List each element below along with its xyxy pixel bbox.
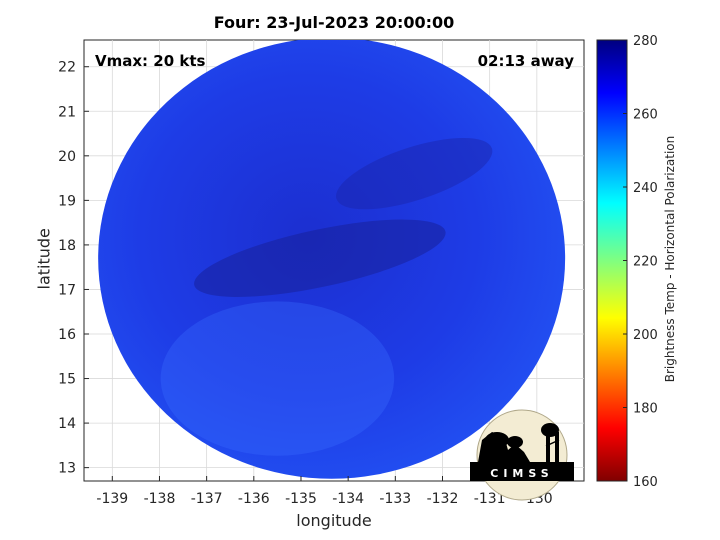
- dark-cloud-band: [194, 219, 446, 297]
- x-tick-label: -138: [144, 491, 176, 507]
- y-tick-label: 15: [58, 372, 76, 388]
- colorbar-tick-label: 280: [633, 34, 658, 49]
- vmax-label: Vmax: 20 kts: [95, 52, 206, 70]
- x-tick-label: -132: [427, 491, 459, 507]
- y-axis-label: latitude: [34, 228, 54, 290]
- y-tick-label: 17: [58, 282, 76, 298]
- colorbar-label: Brightness Temp - Horizontal Polarizatio…: [663, 135, 677, 383]
- y-tick-label: 13: [58, 461, 76, 477]
- y-tick-label: 21: [58, 104, 76, 120]
- warm-patch: [160, 301, 395, 456]
- swath-layer: [98, 40, 566, 479]
- x-tick-label: -139: [96, 491, 128, 507]
- dark-cloud-band: [336, 137, 493, 210]
- colorbar-tick-label: 160: [633, 475, 658, 490]
- cimss-logo: CIMSS: [470, 409, 574, 501]
- colorbar: [596, 39, 628, 482]
- chart-title: Four: 23-Jul-2023 20:00:00: [213, 13, 455, 32]
- colorbar-tick-label: 260: [633, 108, 658, 123]
- time-away-label: 02:13 away: [477, 52, 574, 70]
- colorbar-tick-label: 200: [633, 328, 658, 343]
- x-axis-label: longitude: [296, 511, 372, 530]
- y-tick-label: 16: [58, 327, 76, 343]
- x-tick-label: -136: [238, 491, 270, 507]
- x-tick-label: -134: [332, 491, 364, 507]
- colorbar-ticks: 160 180 200 220 240 260 280: [623, 34, 658, 490]
- y-tick-label: 19: [58, 193, 76, 209]
- colorbar-tick-label: 180: [633, 402, 658, 417]
- y-tick-label: 18: [58, 238, 76, 254]
- x-axis-ticks: -139 -138 -137 -136 -135 -134 -133 -132 -131 -130: [96, 476, 553, 507]
- y-axis-ticks: 13 14 15 16 17 18 19 20 21 22: [58, 60, 89, 477]
- colorbar-tick-label: 220: [633, 255, 658, 270]
- y-tick-label: 20: [58, 149, 76, 165]
- x-tick-label: -131: [474, 491, 506, 507]
- x-tick-label: -137: [191, 491, 223, 507]
- logo-text: CIMSS: [490, 467, 553, 480]
- y-tick-label: 14: [58, 416, 76, 432]
- y-tick-label: 22: [58, 60, 76, 76]
- x-tick-label: -135: [285, 491, 317, 507]
- x-tick-label: -133: [379, 491, 411, 507]
- colorbar-tick-label: 240: [633, 181, 658, 196]
